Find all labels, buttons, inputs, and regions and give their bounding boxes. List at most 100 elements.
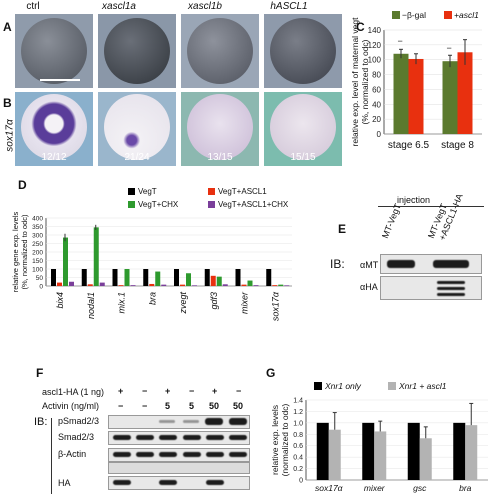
blot-e-row-label-2: αHA [360,282,378,292]
c-legend-label: −β-gal [402,10,426,20]
band-fha-3 [159,480,177,485]
d-bar [266,269,272,286]
blot-e-mt [380,254,482,274]
band-actin-4 [183,452,201,457]
panel-label-a: A [3,20,12,34]
d-bar [118,285,124,286]
band-smad-1 [113,435,131,440]
band-smad-6 [229,435,247,440]
panel-label-f: F [36,366,44,380]
f-row2-label: Activin (ng/ml) [42,401,100,411]
g-bar [453,422,466,480]
f-r1-v5: + [212,386,218,396]
d-bar [272,285,278,286]
g-category-label: gsc [413,483,427,493]
f-row1-label: ascl1-HA (1 ng) [42,387,105,397]
blot-e-row-label-1: αMT [360,260,379,270]
g-category-label: sox17α [315,483,344,493]
count-xascl1b: 13/15 [207,152,233,163]
c-tick-label: 0 [377,130,382,139]
d-category-label: bix4 [55,292,65,309]
panel-b-tile-1: 12/12 [15,92,93,166]
band-mt-1 [387,260,415,268]
f-r2-v3: 5 [165,401,171,411]
d-legend-label: VegT+CHX [138,200,179,209]
band-psmad-4 [183,420,199,423]
d-bar [186,273,191,286]
blot-f-smad [108,431,250,445]
d-tick-label: 350 [32,224,43,231]
g-tick-label: 0.4 [293,455,303,462]
c-bar [442,61,458,135]
d-tick-label: 400 [32,216,43,223]
d-category-label: gdf3 [209,292,219,310]
chart-g: 0 0.2 0.4 0.6 0.8 1.0 1.2 1.4 Xnr1 only Xnr1 + as… [270,381,488,493]
f-r1-v3: + [165,386,171,396]
lane-label-mt-vegt: MT-VegT [380,202,403,240]
g-legend-swatch [388,382,396,390]
embryo-xascl1a [104,18,170,84]
c-legend-swatch [392,11,400,19]
f-r1-v1: + [118,386,124,396]
c-tick-label: 120 [368,41,382,50]
d-bar [63,237,68,286]
embryo-b-xascl1a [104,94,170,160]
g-tick-label: 0.6 [293,443,303,450]
c-tick-label: 40 [372,100,381,109]
d-legend-label: VegT+ASCL1+CHX [218,200,289,209]
d-bar [235,269,241,286]
injection-label: injection [397,195,431,205]
g-bar [316,422,329,480]
d-bar [143,269,149,286]
band-actin-2 [136,452,154,457]
d-category-label: mixer [240,291,250,314]
c-legend-label: +ascl1 [454,10,479,20]
f-r2-v2: − [142,401,148,411]
band-actin-6 [229,452,247,457]
d-bar [174,269,179,286]
d-bar [204,269,210,286]
d-category-label: sox17α [270,291,280,321]
d-tick-label: 50 [36,275,44,282]
d-bar [210,275,216,286]
d-bar [222,284,228,286]
d-bar [51,269,56,286]
d-tick-label: 150 [32,258,43,265]
d-bar [216,276,222,286]
g-bar [419,438,432,480]
g-tick-label: 0 [299,478,303,485]
embryo-b-hascl1 [270,94,336,160]
d-bar [69,281,74,286]
d-tick-label: 100 [32,267,43,274]
band-psmad-5 [205,418,223,425]
f-r2-v5: 50 [209,401,220,411]
blot-f-ha [108,476,250,490]
g-ylabel-1: relative exp. levels [270,405,280,475]
f-r2-v1: − [118,401,124,411]
d-bar [284,285,290,286]
panel-label-e: E [338,222,347,236]
c-tick-label: 140 [368,26,382,35]
count-hascl1: 15/15 [290,152,316,163]
band-fha-5 [206,480,224,485]
scale-bar [40,79,80,81]
d-legend-swatch [208,188,215,195]
d-bar [247,280,253,286]
d-bar [192,285,197,286]
band-mt-2 [433,260,469,268]
c-tick-label: 80 [372,71,381,80]
c-category-label: stage 8 [441,140,474,151]
band-actin-1 [113,452,131,457]
band-ha-3 [437,293,465,296]
d-legend-swatch [128,201,135,208]
panel-label-c: C [356,20,365,34]
c-category-label: stage 6.5 [388,140,430,151]
count-ctrl: 12/12 [41,152,67,163]
panel-b-tile-3: 13/15 [181,92,259,166]
band-fha-1 [113,480,131,485]
embryo-b-ctrl [21,94,87,160]
c-mark: − [447,43,452,53]
d-bar [241,284,247,286]
d-bar [253,285,259,286]
blot-e-ha [380,276,482,300]
